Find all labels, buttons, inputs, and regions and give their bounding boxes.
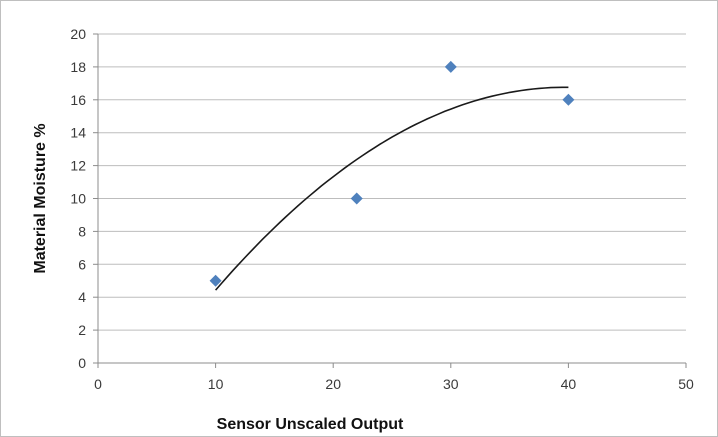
- y-tick-label: 4: [78, 289, 86, 305]
- y-tick-labels: 0 2 4 6 8 10 12 14 16 18 20: [70, 26, 86, 371]
- y-axis-title: Material Moisture %: [32, 123, 49, 273]
- y-tick-label: 10: [70, 191, 86, 207]
- trendline: [214, 86, 569, 291]
- axes: [93, 33, 687, 368]
- y-tick-label: 8: [78, 223, 86, 239]
- data-points: [209, 60, 575, 287]
- y-tick-label: 20: [70, 26, 86, 42]
- x-axis-title: Sensor Unscaled Output: [217, 416, 404, 433]
- data-point: [562, 93, 575, 106]
- data-point: [350, 192, 363, 205]
- data-point: [444, 60, 457, 73]
- x-tick-label: 10: [208, 376, 224, 392]
- y-tick-label: 12: [70, 158, 86, 174]
- grid-lines: [98, 33, 686, 331]
- x-tick-label: 20: [325, 376, 341, 392]
- y-tick-label: 6: [78, 256, 86, 272]
- data-point: [209, 274, 222, 287]
- y-tick-label: 0: [78, 355, 86, 371]
- x-tick-labels: 0 10 20 30 40 50: [94, 376, 694, 392]
- trendline-group: [214, 86, 569, 291]
- y-tick-label: 2: [78, 322, 86, 338]
- y-tick-label: 18: [70, 59, 86, 75]
- x-tick-label: 50: [678, 376, 694, 392]
- y-tick-label: 16: [70, 92, 86, 108]
- y-tick-label: 14: [70, 125, 86, 141]
- x-tick-label: 0: [94, 376, 102, 392]
- x-tick-label: 30: [443, 376, 459, 392]
- x-tick-label: 40: [561, 376, 577, 392]
